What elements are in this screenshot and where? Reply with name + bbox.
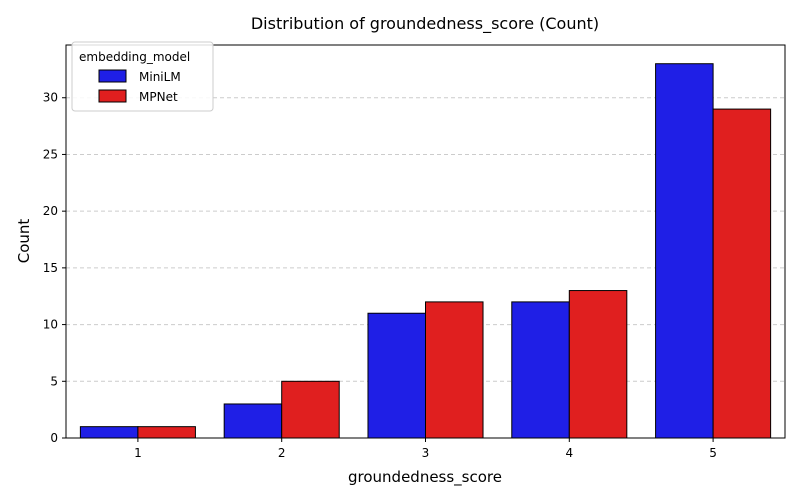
y-tick-label: 30 [43, 91, 58, 105]
bars [79, 63, 772, 439]
bar-mpnet-1 [137, 426, 196, 439]
legend-swatch-mpnet [98, 89, 127, 103]
y-tick-label: 0 [50, 431, 58, 445]
legend-label-minilm: MiniLM [139, 70, 181, 84]
y-tick-label: 5 [50, 374, 58, 388]
bar-minilm-4 [511, 301, 570, 439]
y-axis-ticks: 0 5 10 15 20 25 30 [43, 91, 66, 445]
y-tick-label: 10 [43, 318, 58, 332]
y-tick-label: 25 [43, 147, 58, 161]
x-axis-ticks: 1 2 3 4 5 [134, 438, 717, 460]
x-axis-title: groundedness_score [348, 468, 502, 487]
x-tick-label: 4 [565, 446, 573, 460]
bar-mpnet-5 [712, 108, 772, 439]
legend: embedding_model MiniLM MPNet [71, 41, 214, 112]
bar-minilm-1 [79, 426, 139, 439]
legend-label-mpnet: MPNet [139, 90, 178, 104]
y-tick-label: 20 [43, 204, 58, 218]
y-axis-title: Count [15, 219, 33, 264]
bar-minilm-5 [655, 63, 714, 439]
bar-mpnet-4 [568, 290, 628, 439]
bar-minilm-3 [367, 312, 427, 439]
y-tick-label: 15 [43, 261, 58, 275]
x-tick-label: 2 [278, 446, 286, 460]
bar-mpnet-2 [281, 380, 340, 439]
x-tick-label: 5 [709, 446, 717, 460]
bar-mpnet-3 [425, 301, 484, 439]
chart-title: Distribution of groundedness_score (Coun… [251, 14, 599, 34]
x-tick-label: 1 [134, 446, 142, 460]
legend-title: embedding_model [79, 50, 190, 64]
x-tick-label: 3 [422, 446, 430, 460]
bar-minilm-2 [223, 403, 283, 439]
legend-swatch-minilm [98, 69, 127, 83]
